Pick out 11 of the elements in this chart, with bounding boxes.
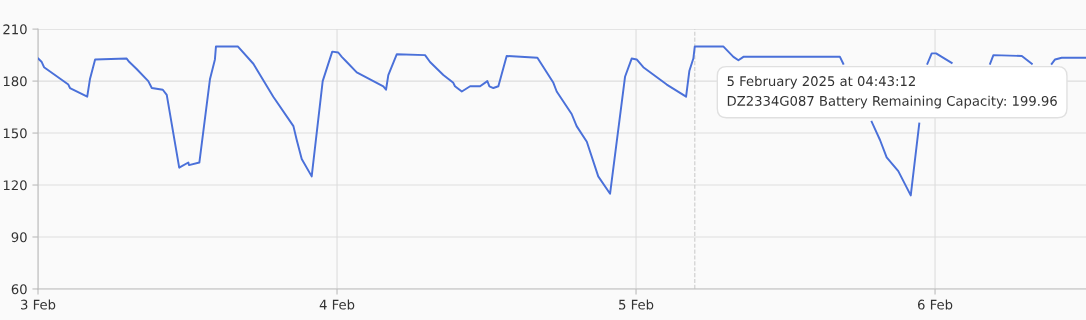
x-tick-label: 4 Feb bbox=[319, 299, 355, 310]
x-tick-label: 5 Feb bbox=[619, 299, 654, 310]
y-tick-label: 90 bbox=[11, 232, 27, 243]
y-tick-label: 180 bbox=[3, 76, 27, 87]
y-tick-label: 120 bbox=[3, 180, 27, 191]
y-tick-label: 60 bbox=[11, 284, 27, 295]
annotation: 5 February 2025 at 04:43:12 DZ2334G087 Battery Remaining Capacity: 199.96 bbox=[727, 75, 1057, 109]
y-tick-label: 210 bbox=[3, 24, 27, 35]
x-tick-label: 6 Feb bbox=[917, 299, 953, 310]
x-tick-label: 3 Feb bbox=[21, 299, 56, 310]
y-tick-label: 150 bbox=[3, 128, 27, 139]
